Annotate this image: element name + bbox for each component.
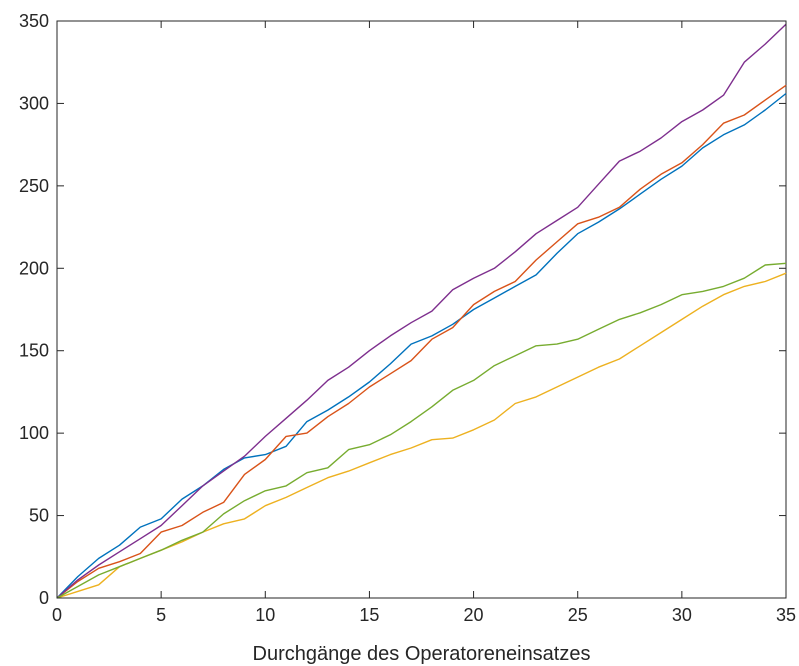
y-tick-label: 100: [19, 423, 49, 443]
x-tick-label: 10: [255, 605, 275, 625]
y-tick-label: 50: [29, 506, 49, 526]
plot-area: [56, 20, 787, 599]
series-layer: [56, 23, 787, 599]
series-line-3: [56, 272, 787, 599]
x-tick-label: 0: [52, 605, 62, 625]
series-line-5: [56, 262, 787, 599]
y-tick-label: 200: [19, 258, 49, 278]
x-tick-label: 35: [776, 605, 796, 625]
y-tick-label: 250: [19, 176, 49, 196]
series-line-2: [56, 84, 787, 599]
x-tick-label: 20: [464, 605, 484, 625]
x-tick-label: 15: [359, 605, 379, 625]
y-tick-label: 300: [19, 93, 49, 113]
y-tick-label: 150: [19, 341, 49, 361]
x-axis-label: Durchgänge des Operatoreneinsatzes: [253, 643, 591, 665]
series-line-1: [56, 92, 787, 599]
x-tick-label: 30: [672, 605, 692, 625]
x-tick-label: 25: [568, 605, 588, 625]
series-line-4: [56, 23, 787, 599]
x-tick-label: 5: [156, 605, 166, 625]
y-tick-label: 350: [19, 11, 49, 31]
y-tick-label: 0: [39, 588, 49, 608]
